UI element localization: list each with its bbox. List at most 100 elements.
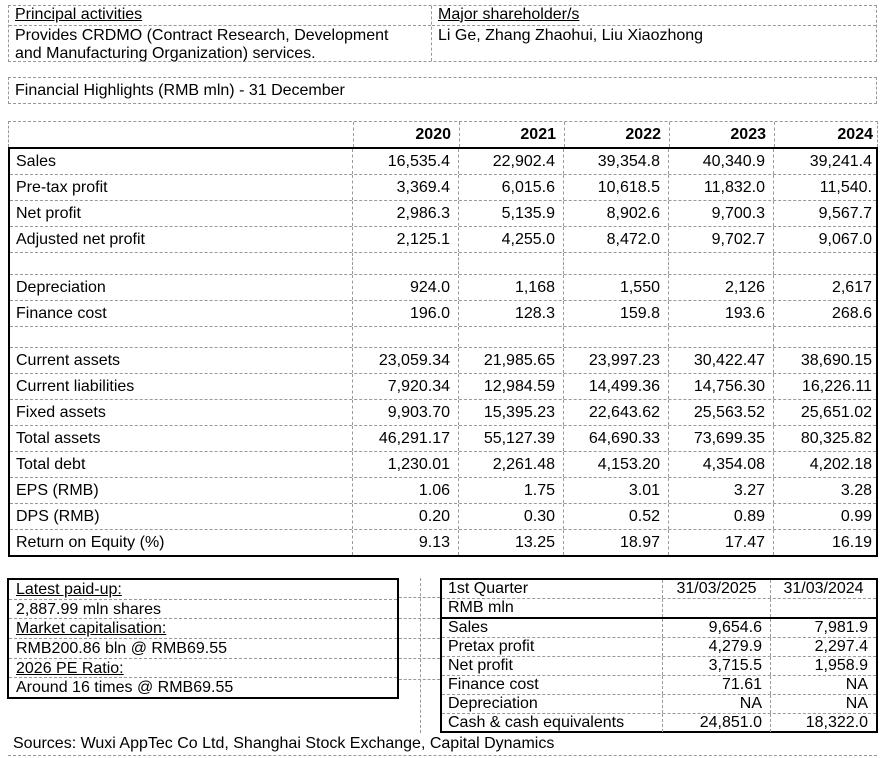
cell-value: 80,325.82 xyxy=(773,426,876,451)
cell-value xyxy=(352,253,458,274)
cell-value: 196.0 xyxy=(352,300,458,326)
table-row: Total debt 1,230.01 2,261.48 4,153.20 4,354.… xyxy=(10,452,876,478)
quarter-header-label: 1st Quarter xyxy=(448,580,529,597)
cell-value: 12,984.59 xyxy=(458,374,563,399)
paid-up-row: 2,887.99 mln shares xyxy=(9,600,397,620)
cell-value: 1,168 xyxy=(458,274,563,300)
principal-activities-line2: and Manufacturing Organization) services… xyxy=(15,45,316,62)
quarter-subheader-label: RMB mln xyxy=(448,599,514,616)
row-label: Pre-tax profit xyxy=(16,179,108,196)
principal-activities-line1: Provides CRDMO (Contract Research, Devel… xyxy=(15,27,389,44)
cell-value: 14,756.30 xyxy=(668,374,773,399)
quarter-header-row: 1st Quarter 31/03/2025 31/03/2024 xyxy=(442,580,876,599)
cell-value: 0.30 xyxy=(458,504,563,529)
cell-value: 23,997.23 xyxy=(563,348,668,373)
quarter-table: 1st Quarter 31/03/2025 31/03/2024 RMB ml… xyxy=(440,578,878,733)
cell-value: 2,617 xyxy=(773,274,876,300)
quarter-row-value1: 24,851.0 xyxy=(662,714,770,732)
cell-value: 10,618.5 xyxy=(563,175,668,200)
gridline-gap-strip xyxy=(399,578,440,699)
cell-value: 2,261.48 xyxy=(458,452,563,477)
principal-activities-heading: Principal activities xyxy=(9,6,431,26)
quarter-row-value1: 4,279.9 xyxy=(662,638,770,656)
cell-value: 22,643.62 xyxy=(563,400,668,425)
quarter-row-value2: 18,322.0 xyxy=(770,714,876,732)
cell-value xyxy=(458,326,563,347)
cell-value: 0.20 xyxy=(352,504,458,529)
quarter-row-value1: 9,654.6 xyxy=(662,619,770,637)
cell-value: 9,700.3 xyxy=(668,201,773,226)
cell-value: 0.99 xyxy=(773,504,876,529)
cell-value: 1.75 xyxy=(458,478,563,503)
quarter-row-label: Finance cost xyxy=(448,676,539,693)
cell-value: 1.06 xyxy=(352,478,458,503)
cell-value: 17.47 xyxy=(668,530,773,555)
year-column-header: 2021 xyxy=(459,122,564,147)
cell-value: 11,832.0 xyxy=(668,175,773,200)
row-label: Return on Equity (%) xyxy=(16,534,165,551)
cell-value xyxy=(773,326,876,347)
cell-value: 5,135.9 xyxy=(458,201,563,226)
cell-value: 39,241.4 xyxy=(773,149,876,174)
quarter-subheader-blank2 xyxy=(770,599,876,617)
major-shareholders-heading: Major shareholder/s xyxy=(432,6,876,26)
row-label: Finance cost xyxy=(16,304,107,322)
table-row: Sales 16,535.4 22,902.4 39,354.8 40,340.9 39,… xyxy=(10,149,876,175)
cell-value: 0.89 xyxy=(668,504,773,529)
row-label: Current liabilities xyxy=(16,378,135,395)
sources-line: Sources: Wuxi AppTec Co Ltd, Shanghai St… xyxy=(8,733,877,756)
cell-value: 11,540. xyxy=(773,175,876,200)
cell-value: 128.3 xyxy=(458,300,563,326)
quarter-row-value1: NA xyxy=(662,695,770,713)
principal-activities-text: Provides CRDMO (Contract Research, Devel… xyxy=(9,26,431,63)
row-label xyxy=(10,253,352,274)
paid-up-row: Latest paid-up: xyxy=(9,580,397,600)
quarter-row-value2: 1,958.9 xyxy=(770,657,876,675)
cell-value: 22,902.4 xyxy=(458,149,563,174)
quarter-row-label: Cash & cash equivalents xyxy=(448,714,625,731)
cell-value: 4,153.20 xyxy=(563,452,668,477)
row-label: Adjusted net profit xyxy=(16,231,145,248)
cell-value: 64,690.33 xyxy=(563,426,668,451)
cell-value: 4,255.0 xyxy=(458,227,563,252)
table-row: EPS (RMB) 1.06 1.75 3.01 3.27 3.28 xyxy=(10,478,876,504)
table-row: Current assets 23,059.34 21,985.65 23,997.2… xyxy=(10,348,876,374)
quarter-row: Pretax profit 4,279.9 2,297.4 xyxy=(442,638,876,657)
table-row: Finance cost 196.0 128.3 159.8 193.6 268.6 xyxy=(10,300,876,327)
financial-highlights-table: Sales 16,535.4 22,902.4 39,354.8 40,340.9 39,… xyxy=(8,147,878,557)
quarter-row-label: Net profit xyxy=(448,657,513,674)
paid-up-row: Market capitalisation: xyxy=(9,619,397,640)
cell-value: 21,985.65 xyxy=(458,348,563,373)
cell-value xyxy=(352,326,458,347)
row-label: Depreciation xyxy=(16,278,106,296)
cell-value: 9.13 xyxy=(352,530,458,555)
row-label: Current assets xyxy=(16,352,121,369)
cell-value: 3.01 xyxy=(563,478,668,503)
company-info-box: Principal activities Provides CRDMO (Con… xyxy=(8,5,877,62)
cell-value: 0.52 xyxy=(563,504,668,529)
quarter-row-value2: 2,297.4 xyxy=(770,638,876,656)
quarter-subheader-row: RMB mln xyxy=(442,599,876,619)
cell-value: 39,354.8 xyxy=(563,149,668,174)
paid-up-row: 2026 PE Ratio: xyxy=(9,659,397,679)
cell-value: 73,699.35 xyxy=(668,426,773,451)
cell-value: 4,202.18 xyxy=(773,452,876,477)
cell-value: 7,920.34 xyxy=(352,374,458,399)
cell-value xyxy=(458,253,563,274)
year-column-header: 2023 xyxy=(669,122,774,147)
table-row: Current liabilities 7,920.34 12,984.59 14,4… xyxy=(10,374,876,400)
quarter-col2-label: 31/03/2024 xyxy=(770,580,876,598)
section-title: Financial Highlights (RMB mln) - 31 Dece… xyxy=(8,77,877,104)
cell-value xyxy=(563,253,668,274)
row-label: DPS (RMB) xyxy=(16,508,100,525)
quarter-row-value1: 71.61 xyxy=(662,676,770,694)
quarter-row: Net profit 3,715.5 1,958.9 xyxy=(442,657,876,676)
row-label: Total debt xyxy=(16,456,86,473)
cell-value: 3.28 xyxy=(773,478,876,503)
table-row: Net profit 2,986.3 5,135.9 8,902.6 9,700.3 9,… xyxy=(10,201,876,227)
cell-value: 6,015.6 xyxy=(458,175,563,200)
cell-value: 16,535.4 xyxy=(352,149,458,174)
cell-value: 18.97 xyxy=(563,530,668,555)
cell-value: 55,127.39 xyxy=(458,426,563,451)
paid-up-row: Around 16 times @ RMB69.55 xyxy=(16,679,234,697)
